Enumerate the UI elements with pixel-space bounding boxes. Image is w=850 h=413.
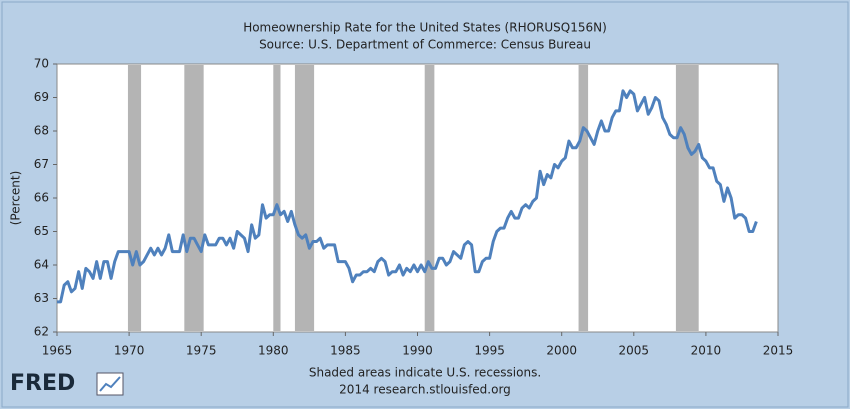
logo-icon [96, 372, 124, 396]
y-tick-label: 64 [34, 258, 49, 272]
recession-band [675, 65, 699, 331]
chart-title: Homeownership Rate for the United States… [243, 21, 607, 35]
recession-band [127, 65, 142, 331]
x-tick-label: 2005 [619, 344, 650, 358]
recession-band [273, 65, 281, 331]
x-tick-label: 1970 [114, 344, 145, 358]
y-tick-label: 70 [34, 57, 49, 71]
x-tick-label: 1995 [474, 344, 505, 358]
y-tick-label: 66 [34, 191, 49, 205]
chart-subtitle: Source: U.S. Department of Commerce: Cen… [259, 38, 591, 52]
y-axis-label: (Percent) [9, 171, 23, 226]
recession-band [578, 65, 589, 331]
y-tick-label: 65 [34, 224, 49, 238]
recession-band [294, 65, 315, 331]
recession-note: Shaded areas indicate U.S. recessions. [309, 366, 541, 380]
y-tick-label: 68 [34, 124, 49, 138]
y-tick-label: 63 [34, 291, 49, 305]
recession-band [184, 65, 204, 331]
x-tick-label: 1990 [402, 344, 433, 358]
x-tick-label: 2010 [691, 344, 722, 358]
x-tick-label: 2000 [546, 344, 577, 358]
logo-box [96, 372, 124, 396]
x-tick-label: 1965 [42, 344, 73, 358]
x-tick-label: 1985 [330, 344, 361, 358]
logo: FRED [10, 371, 75, 396]
plot-area [56, 63, 779, 333]
credit: 2014 research.stlouisfed.org [339, 383, 511, 397]
logo-line [99, 376, 121, 392]
y-tick-label: 62 [34, 325, 49, 339]
x-tick-label: 2015 [763, 344, 794, 358]
data-line [57, 89, 758, 304]
x-tick-label: 1975 [186, 344, 217, 358]
recession-band [424, 65, 435, 331]
y-tick-label: 67 [34, 157, 49, 171]
x-tick-label: 1980 [258, 344, 289, 358]
y-tick-label: 69 [34, 90, 49, 104]
